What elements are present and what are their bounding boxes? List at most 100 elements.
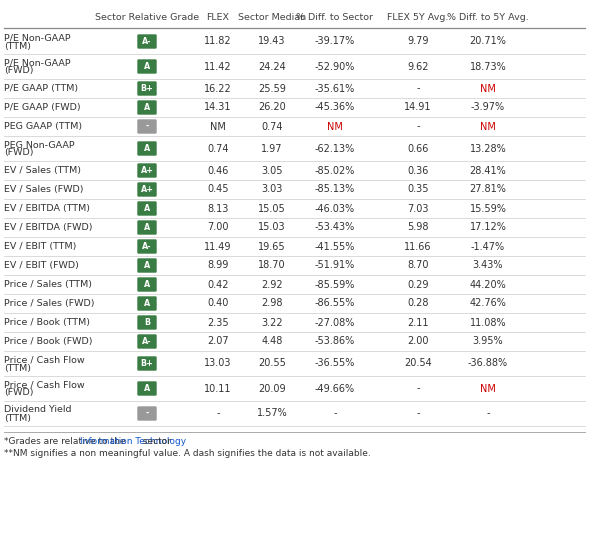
Text: A: A bbox=[144, 261, 150, 270]
Text: P/E GAAP (TTM): P/E GAAP (TTM) bbox=[4, 84, 78, 93]
Text: -27.08%: -27.08% bbox=[315, 317, 355, 327]
Text: Price / Sales (TTM): Price / Sales (TTM) bbox=[4, 280, 92, 289]
Text: 9.79: 9.79 bbox=[407, 36, 429, 47]
Text: 3.95%: 3.95% bbox=[473, 337, 504, 347]
Text: A+: A+ bbox=[141, 166, 154, 175]
Text: 3.03: 3.03 bbox=[262, 185, 283, 195]
Text: 0.74: 0.74 bbox=[207, 143, 229, 154]
FancyBboxPatch shape bbox=[137, 141, 157, 156]
Text: 14.31: 14.31 bbox=[204, 103, 231, 112]
Text: -35.61%: -35.61% bbox=[315, 83, 355, 94]
FancyBboxPatch shape bbox=[137, 163, 157, 178]
Text: (TTM): (TTM) bbox=[4, 414, 31, 423]
Text: 4.48: 4.48 bbox=[262, 337, 283, 347]
Text: 3.05: 3.05 bbox=[262, 165, 283, 175]
Text: -85.13%: -85.13% bbox=[315, 185, 355, 195]
Text: 0.45: 0.45 bbox=[207, 185, 229, 195]
Text: 19.43: 19.43 bbox=[258, 36, 286, 47]
Text: Information Technology: Information Technology bbox=[81, 438, 187, 447]
Text: NM: NM bbox=[327, 121, 343, 132]
Text: -53.86%: -53.86% bbox=[315, 337, 355, 347]
Text: 3.22: 3.22 bbox=[261, 317, 283, 327]
FancyBboxPatch shape bbox=[137, 59, 157, 74]
Text: NM: NM bbox=[210, 121, 226, 132]
Text: 7.03: 7.03 bbox=[407, 203, 429, 213]
Text: 0.36: 0.36 bbox=[408, 165, 429, 175]
Text: 0.29: 0.29 bbox=[407, 279, 429, 289]
Text: 2.11: 2.11 bbox=[407, 317, 429, 327]
Text: 16.22: 16.22 bbox=[204, 83, 232, 94]
Text: 0.35: 0.35 bbox=[407, 185, 429, 195]
FancyBboxPatch shape bbox=[137, 220, 157, 235]
Text: 11.82: 11.82 bbox=[204, 36, 232, 47]
Text: 2.98: 2.98 bbox=[262, 299, 283, 309]
Text: A: A bbox=[144, 223, 150, 232]
Text: -46.03%: -46.03% bbox=[315, 203, 355, 213]
Text: -62.13%: -62.13% bbox=[315, 143, 355, 154]
Text: 2.07: 2.07 bbox=[207, 337, 229, 347]
Text: EV / EBITDA (TTM): EV / EBITDA (TTM) bbox=[4, 204, 90, 213]
Text: 2.00: 2.00 bbox=[407, 337, 429, 347]
Text: -: - bbox=[145, 409, 148, 418]
FancyBboxPatch shape bbox=[137, 182, 157, 197]
FancyBboxPatch shape bbox=[137, 356, 157, 371]
Text: -: - bbox=[216, 409, 220, 418]
Text: NM: NM bbox=[480, 83, 496, 94]
Text: A: A bbox=[144, 299, 150, 308]
Text: -: - bbox=[416, 384, 420, 394]
Text: EV / Sales (FWD): EV / Sales (FWD) bbox=[4, 185, 84, 194]
Text: A-: A- bbox=[143, 242, 152, 251]
Text: A-: A- bbox=[143, 337, 152, 346]
FancyBboxPatch shape bbox=[137, 334, 157, 349]
Text: -52.90%: -52.90% bbox=[315, 62, 355, 72]
Text: -49.66%: -49.66% bbox=[315, 384, 355, 394]
Text: **NM signifies a non meaningful value. A dash signifies the data is not availabl: **NM signifies a non meaningful value. A… bbox=[4, 448, 370, 457]
Text: 2.92: 2.92 bbox=[261, 279, 283, 289]
Text: 8.70: 8.70 bbox=[407, 261, 429, 271]
Text: 2.35: 2.35 bbox=[207, 317, 229, 327]
Text: B+: B+ bbox=[141, 359, 154, 368]
Text: 0.42: 0.42 bbox=[207, 279, 229, 289]
Text: 5.98: 5.98 bbox=[407, 223, 429, 233]
Text: 25.59: 25.59 bbox=[258, 83, 286, 94]
Text: 10.11: 10.11 bbox=[204, 384, 231, 394]
Text: A: A bbox=[144, 280, 150, 289]
Text: -: - bbox=[416, 409, 420, 418]
Text: -53.43%: -53.43% bbox=[315, 223, 355, 233]
Text: EV / EBIT (TTM): EV / EBIT (TTM) bbox=[4, 242, 77, 251]
Text: Price / Sales (FWD): Price / Sales (FWD) bbox=[4, 299, 94, 308]
Text: 9.62: 9.62 bbox=[407, 62, 429, 72]
Text: sector: sector bbox=[141, 438, 171, 447]
Text: EV / Sales (TTM): EV / Sales (TTM) bbox=[4, 166, 81, 175]
Text: 0.66: 0.66 bbox=[408, 143, 429, 154]
Text: Price / Cash Flow: Price / Cash Flow bbox=[4, 380, 85, 389]
FancyBboxPatch shape bbox=[137, 296, 157, 311]
Text: -41.55%: -41.55% bbox=[315, 241, 355, 251]
Text: 15.05: 15.05 bbox=[258, 203, 286, 213]
Text: Price / Book (TTM): Price / Book (TTM) bbox=[4, 318, 90, 327]
Text: -85.59%: -85.59% bbox=[315, 279, 355, 289]
Text: P/E GAAP (FWD): P/E GAAP (FWD) bbox=[4, 103, 81, 112]
Text: 19.65: 19.65 bbox=[258, 241, 286, 251]
Text: 13.28%: 13.28% bbox=[469, 143, 507, 154]
Text: A: A bbox=[144, 103, 150, 112]
Text: (FWD): (FWD) bbox=[4, 66, 34, 75]
Text: 13.03: 13.03 bbox=[204, 358, 231, 369]
Text: -: - bbox=[416, 121, 420, 132]
Text: NM: NM bbox=[480, 121, 496, 132]
Text: 20.71%: 20.71% bbox=[469, 36, 507, 47]
Text: 0.74: 0.74 bbox=[262, 121, 283, 132]
FancyBboxPatch shape bbox=[137, 34, 157, 49]
Text: 11.66: 11.66 bbox=[404, 241, 432, 251]
Text: B: B bbox=[144, 318, 150, 327]
Text: Sector Relative Grade: Sector Relative Grade bbox=[95, 12, 199, 21]
Text: A: A bbox=[144, 204, 150, 213]
Text: 18.73%: 18.73% bbox=[469, 62, 507, 72]
Text: P/E Non-GAAP: P/E Non-GAAP bbox=[4, 34, 71, 42]
FancyBboxPatch shape bbox=[137, 201, 157, 216]
Text: A: A bbox=[144, 384, 150, 393]
Text: 1.57%: 1.57% bbox=[257, 409, 287, 418]
Text: 14.91: 14.91 bbox=[404, 103, 432, 112]
Text: -: - bbox=[487, 409, 489, 418]
Text: 26.20: 26.20 bbox=[258, 103, 286, 112]
